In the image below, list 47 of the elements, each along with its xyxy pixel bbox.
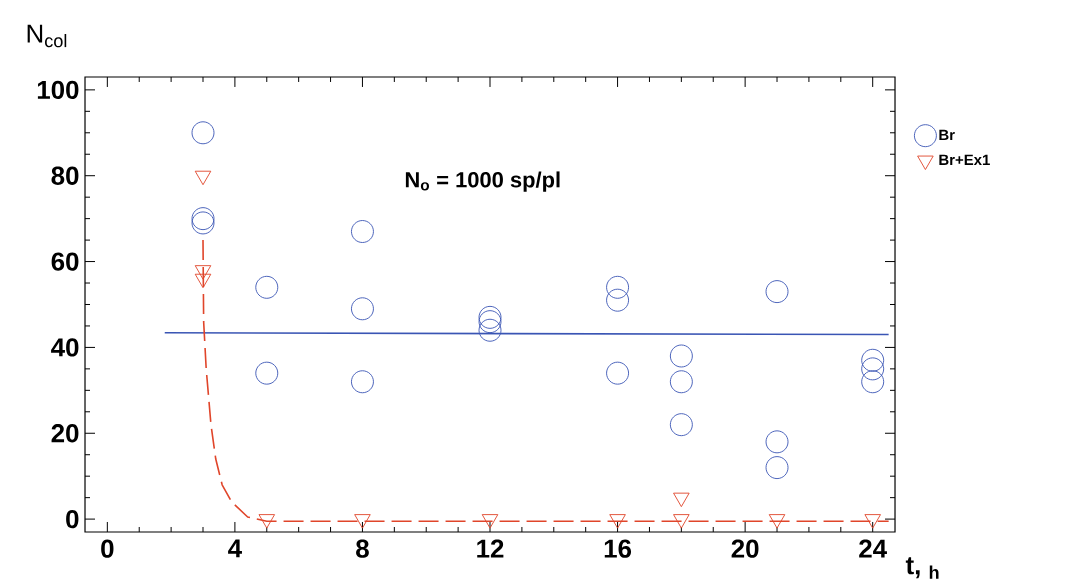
y-tick-label: 60 bbox=[51, 252, 79, 271]
point bbox=[765, 456, 789, 480]
x-tick-label: 16 bbox=[604, 539, 632, 558]
point bbox=[609, 514, 626, 529]
point bbox=[861, 357, 885, 381]
point bbox=[673, 492, 690, 508]
point bbox=[765, 430, 789, 454]
point bbox=[864, 514, 881, 529]
point bbox=[258, 514, 276, 529]
point bbox=[478, 318, 502, 342]
annotation: N$_{o}$ = 1000 sp/pl bbox=[405, 171, 560, 192]
point bbox=[351, 220, 374, 243]
y-tick-label: 100 bbox=[37, 80, 79, 100]
point bbox=[478, 305, 502, 329]
point bbox=[768, 514, 786, 529]
y-tick-label: 40 bbox=[51, 338, 79, 357]
point bbox=[606, 288, 630, 312]
point bbox=[606, 361, 630, 385]
point bbox=[673, 514, 690, 529]
y-tick-label: 0 bbox=[66, 509, 79, 529]
x-tick-label: 8 bbox=[356, 539, 369, 558]
x-tick-label: 0 bbox=[101, 539, 114, 558]
point bbox=[481, 514, 499, 529]
point bbox=[669, 344, 693, 368]
x-tick-label: 12 bbox=[477, 539, 504, 558]
legend-label: Br bbox=[939, 129, 955, 141]
point bbox=[351, 297, 374, 321]
point bbox=[861, 348, 885, 372]
legend-label: Br+Ex1 bbox=[939, 154, 990, 165]
x-tick-label: 20 bbox=[731, 539, 759, 558]
y-axis-title: N$_{col}$ bbox=[27, 24, 67, 48]
point bbox=[191, 121, 215, 145]
point bbox=[669, 370, 693, 394]
x-tick-label: 4 bbox=[228, 539, 242, 558]
point bbox=[255, 361, 279, 385]
x-axis-title: t, $_{h}$ bbox=[905, 557, 939, 579]
point bbox=[351, 370, 374, 394]
point bbox=[669, 413, 693, 437]
point bbox=[765, 280, 789, 304]
point bbox=[478, 310, 502, 334]
y-tick-label: 80 bbox=[51, 166, 79, 185]
point bbox=[354, 514, 371, 529]
point bbox=[606, 275, 630, 299]
point bbox=[255, 275, 279, 299]
point bbox=[861, 370, 885, 394]
x-tick-label: 24 bbox=[859, 539, 887, 558]
y-tick-label: 20 bbox=[51, 424, 79, 443]
